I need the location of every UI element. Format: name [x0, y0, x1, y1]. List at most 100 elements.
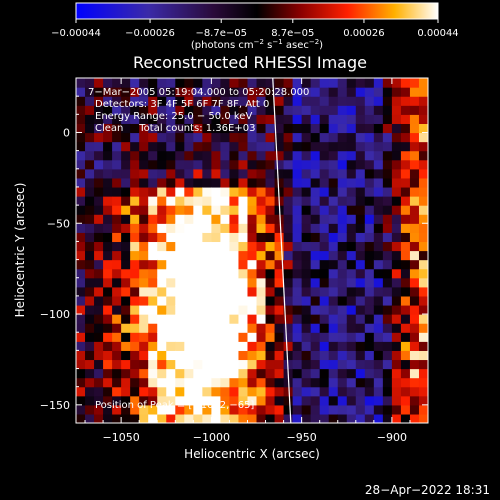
heatmap-cell — [319, 205, 330, 215]
heatmap-cell — [274, 295, 285, 306]
heatmap-cell — [364, 304, 375, 315]
heatmap-cell — [94, 332, 104, 342]
heatmap-cell — [94, 96, 104, 106]
heatmap-cell — [157, 132, 167, 143]
heatmap-cell — [310, 314, 321, 324]
heatmap-cell — [76, 132, 86, 143]
heatmap-cell — [319, 368, 330, 379]
heatmap-cell — [400, 232, 411, 243]
heatmap-cell — [175, 268, 185, 279]
heatmap-cell — [193, 105, 203, 115]
heatmap-cell — [409, 368, 420, 379]
heatmap-cell — [301, 168, 312, 179]
heatmap-cell — [202, 96, 212, 106]
heatmap-cell — [121, 332, 131, 342]
heatmap-cell — [85, 96, 95, 106]
heatmap-cell — [292, 259, 303, 270]
heatmap-cell — [103, 286, 113, 297]
heatmap-cell — [85, 314, 95, 324]
heatmap-cell — [76, 150, 86, 161]
heatmap-cell — [193, 295, 203, 306]
heatmap-cell — [139, 377, 149, 388]
heatmap-cell — [256, 214, 267, 224]
heatmap-cell — [184, 304, 194, 315]
heatmap-cell — [373, 196, 384, 206]
heatmap-cell — [103, 205, 113, 215]
heatmap-cell — [184, 395, 194, 406]
heatmap-cell — [382, 123, 393, 134]
heatmap-cell — [112, 268, 122, 279]
heatmap-cell — [94, 341, 104, 351]
heatmap-cell — [337, 205, 348, 215]
heatmap-cell — [202, 196, 212, 206]
heatmap-cell — [157, 87, 167, 97]
heatmap-cell — [364, 123, 375, 134]
heatmap-cell — [166, 404, 176, 415]
heatmap-cell — [274, 404, 285, 415]
heatmap-cell — [283, 150, 294, 161]
heatmap-cell — [337, 413, 348, 423]
heatmap-cell — [157, 304, 167, 315]
heatmap-cell — [265, 78, 276, 88]
heatmap-cell — [85, 404, 95, 415]
heatmap-cell — [85, 132, 95, 143]
heatmap-cell — [184, 241, 194, 252]
plot-frame — [75, 77, 429, 424]
heatmap-cell — [103, 332, 113, 342]
heatmap-cell — [202, 114, 212, 124]
heatmap-cell — [193, 359, 203, 370]
heatmap-cells — [76, 78, 428, 423]
heatmap-cell — [301, 259, 312, 270]
heatmap-cell — [85, 196, 95, 206]
heatmap-cell — [85, 186, 95, 197]
heatmap-cell — [409, 114, 420, 124]
heatmap-cell — [229, 277, 240, 288]
heatmap-cell — [256, 341, 267, 351]
heatmap-cell — [247, 332, 258, 342]
heatmap-cell — [94, 132, 104, 143]
heatmap-cell — [157, 196, 167, 206]
heatmap-cell — [193, 186, 203, 197]
heatmap-cell — [229, 168, 240, 179]
heatmap-cell — [319, 150, 330, 161]
heatmap-cell — [364, 205, 375, 215]
heatmap-cell — [139, 368, 149, 379]
heatmap-cell — [301, 413, 312, 423]
heatmap-cell — [121, 168, 131, 179]
heatmap-cell — [346, 304, 357, 315]
heatmap-cell — [121, 223, 131, 233]
heatmap-cell — [139, 223, 149, 233]
heatmap-cell — [355, 159, 366, 170]
heatmap-cell — [328, 159, 339, 170]
heatmap-cell — [256, 395, 267, 406]
heatmap-cell — [328, 214, 339, 224]
heatmap-cell — [283, 214, 294, 224]
heatmap-cell — [301, 141, 312, 152]
heatmap-cell — [238, 404, 249, 415]
heatmap-cell — [337, 132, 348, 143]
heatmap-cell — [175, 341, 185, 351]
heatmap-cell — [391, 359, 402, 370]
heatmap-cell — [121, 259, 131, 270]
heatmap-cell — [94, 123, 104, 134]
heatmap-cell — [211, 250, 222, 261]
heatmap-cell — [373, 250, 384, 261]
heatmap-cell — [391, 386, 402, 397]
heatmap-cell — [328, 323, 339, 333]
heatmap-cell — [256, 359, 267, 370]
heatmap-cell — [310, 359, 321, 370]
heatmap-cell — [337, 250, 348, 261]
heatmap-cell — [247, 304, 258, 315]
heatmap-cell — [175, 205, 185, 215]
heatmap-cell — [220, 404, 231, 415]
heatmap-cell — [130, 205, 140, 215]
heatmap-cell — [247, 241, 258, 252]
heatmap-cell — [337, 177, 348, 188]
heatmap-cell — [337, 368, 348, 379]
heatmap-cell — [211, 150, 222, 161]
heatmap-cell — [373, 132, 384, 143]
heatmap-cell — [103, 141, 113, 152]
heatmap-cell — [328, 168, 339, 179]
heatmap-cell — [238, 268, 249, 279]
heatmap-cell — [175, 277, 185, 288]
